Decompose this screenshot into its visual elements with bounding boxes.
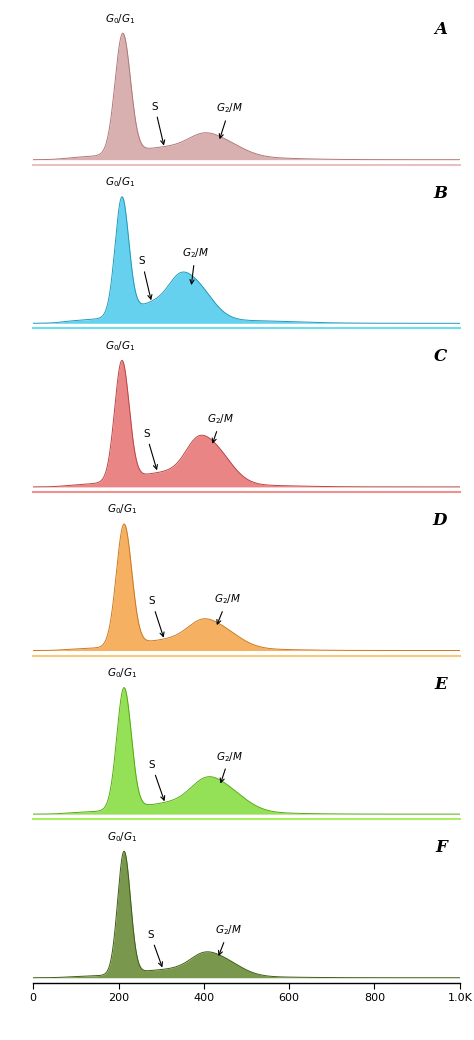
Text: $G_2/M$: $G_2/M$ [215, 924, 242, 955]
Text: A: A [434, 21, 447, 38]
Text: $G_2/M$: $G_2/M$ [182, 246, 209, 284]
Text: $G_0/G_1$: $G_0/G_1$ [105, 11, 136, 26]
Text: S: S [147, 930, 163, 966]
Text: C: C [434, 348, 447, 365]
Text: $G_2/M$: $G_2/M$ [216, 102, 243, 138]
Text: $G_2/M$: $G_2/M$ [216, 750, 243, 782]
Text: $G_0/G_1$: $G_0/G_1$ [107, 667, 137, 680]
Text: S: S [148, 760, 164, 800]
Text: D: D [433, 512, 447, 529]
Text: S: S [152, 102, 165, 145]
Text: B: B [433, 185, 447, 202]
Text: S: S [148, 596, 164, 636]
Text: E: E [434, 676, 447, 693]
Text: $G_0/G_1$: $G_0/G_1$ [107, 830, 137, 843]
Text: S: S [143, 428, 157, 469]
Text: $G_0/G_1$: $G_0/G_1$ [107, 502, 137, 517]
Text: S: S [139, 257, 152, 300]
Text: $G_0/G_1$: $G_0/G_1$ [105, 176, 135, 189]
Text: $G_0/G_1$: $G_0/G_1$ [105, 339, 135, 353]
Text: $G_2/M$: $G_2/M$ [207, 413, 235, 443]
Text: $G_2/M$: $G_2/M$ [214, 593, 241, 624]
Text: F: F [435, 839, 447, 856]
